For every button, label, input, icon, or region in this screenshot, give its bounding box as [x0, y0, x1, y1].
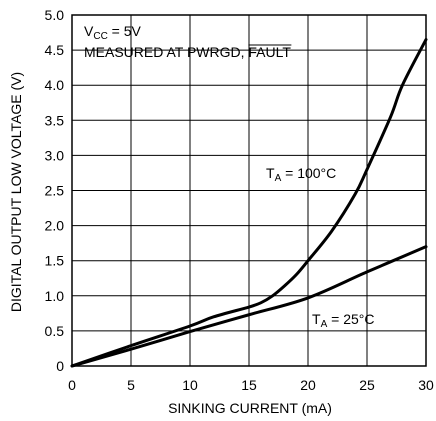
series-line-2: [70, 245, 428, 368]
series-line-1: [70, 38, 428, 368]
vcc-sub: CC: [93, 31, 107, 42]
measured-annotation: MEASURED AT PWRGD, FAULT: [84, 44, 291, 60]
ta100-main: T: [266, 165, 275, 181]
ta100-sub: A: [275, 173, 282, 184]
y-tick-label: 3.5: [45, 112, 65, 128]
x-tick-label: 5: [127, 377, 135, 393]
ta25-sub: A: [321, 319, 328, 330]
y-tick-label: 4.0: [45, 77, 65, 93]
ta100-rest: = 100°C: [281, 165, 336, 181]
x-tick-label: 10: [182, 377, 198, 393]
x-axis-label: SINKING CURRENT (mA): [168, 400, 332, 416]
series-layer: [70, 38, 428, 368]
measured-prefix: MEASURED AT PWRGD,: [84, 44, 248, 60]
y-tick-label: 1.0: [45, 288, 65, 304]
y-tick-label: 1.5: [45, 253, 65, 269]
x-tick-label: 30: [418, 377, 434, 393]
ta25-label: TA = 25°C: [312, 311, 374, 330]
fault-label: FAULT: [248, 44, 291, 60]
ta25-rest: = 25°C: [327, 311, 374, 327]
y-tick-label: 5.0: [45, 7, 65, 23]
x-tick-label: 0: [68, 377, 76, 393]
plot-frame: [71, 14, 427, 367]
x-tick-label: 25: [359, 377, 375, 393]
y-tick-label: 2.5: [45, 183, 65, 199]
tick-labels: 0 5 10 15 20 25 30 0 0.5 1.0 1.5 2.0 2.5 3.0 3.5 4.0 4.5…: [45, 7, 434, 393]
y-tick-label: 0: [56, 358, 64, 374]
vcc-rest: = 5V: [108, 23, 142, 39]
y-axis-label: DIGITAL OUTPUT LOW VOLTAGE (V): [8, 72, 24, 312]
ta25-main: T: [312, 311, 321, 327]
x-tick-label: 15: [241, 377, 257, 393]
ta100-label: TA = 100°C: [266, 165, 336, 184]
y-tick-label: 3.0: [45, 147, 65, 163]
vcc-annotation: VCC = 5V: [84, 23, 142, 42]
vcc-main: V: [84, 23, 94, 39]
x-tick-label: 20: [300, 377, 316, 393]
y-tick-label: 4.5: [45, 42, 65, 58]
y-tick-label: 0.5: [45, 323, 65, 339]
y-tick-label: 2.0: [45, 218, 65, 234]
